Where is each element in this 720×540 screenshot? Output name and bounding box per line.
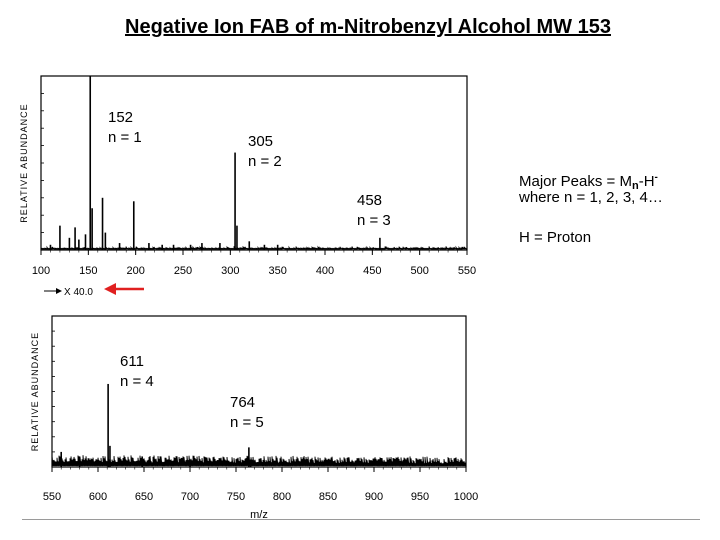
- plot-frame: [51, 315, 467, 468]
- page-title: Negative Ion FAB of m-Nitrobenzyl Alcoho…: [125, 16, 611, 38]
- x-tick-label: 100: [32, 265, 50, 277]
- x-tick-label: 450: [363, 265, 381, 277]
- x-tick-label: 800: [273, 491, 291, 503]
- x-tick-label: 400: [316, 265, 334, 277]
- spectrum-bottom: 550 600 650 700 750 800 850 900 950 1000 RELATIVE …: [30, 315, 478, 521]
- proton-note: H = Proton: [519, 229, 592, 246]
- x-tick-label: 250: [174, 265, 192, 277]
- peak-n-label-611: n = 4: [120, 373, 154, 390]
- major-peaks-mid: -H: [638, 173, 655, 190]
- x-tick-label: 1000: [454, 491, 478, 503]
- x-tick-label: 500: [410, 265, 428, 277]
- peak-n-label-152: n = 1: [108, 129, 142, 146]
- major-peaks-sup: -: [654, 172, 658, 183]
- scale-indicator: X 40.0: [44, 283, 144, 298]
- x-tick-label: 650: [135, 491, 153, 503]
- x-tick-label: 700: [181, 491, 199, 503]
- y-axis-label: RELATIVE ABUNDANCE: [30, 332, 40, 451]
- scale-arrow-head: [56, 288, 62, 294]
- x-axis-label: m/z: [250, 509, 268, 521]
- peak-n-label-458: n = 3: [357, 212, 391, 229]
- x-tick-label: 750: [227, 491, 245, 503]
- x-tick-label: 550: [458, 265, 476, 277]
- x-tick-label: 150: [79, 265, 97, 277]
- peak-n-label-764: n = 5: [230, 414, 264, 431]
- major-peaks-note: Major Peaks = Mn-H-: [519, 172, 658, 192]
- peak-label-152: 152: [108, 109, 133, 126]
- x-tick-label: 200: [126, 265, 144, 277]
- x-tick-label: 600: [89, 491, 107, 503]
- baseline-noise: [40, 245, 468, 251]
- x-tick-label: 550: [43, 491, 61, 503]
- y-axis-label: RELATIVE ABUNDANCE: [19, 103, 29, 222]
- x-tick-label: 300: [221, 265, 239, 277]
- footer-divider: [22, 519, 700, 520]
- x-tick-label: 900: [365, 491, 383, 503]
- where-note: where n = 1, 2, 3, 4…: [519, 189, 663, 206]
- peak-label-764: 764: [230, 394, 255, 411]
- red-arrow-head: [104, 283, 116, 295]
- x-tick-label: 850: [319, 491, 337, 503]
- major-peaks-prefix: Major Peaks = M: [519, 173, 632, 190]
- peak-label-611: 611: [120, 353, 144, 370]
- x-tick-label: 350: [268, 265, 286, 277]
- scale-note: X 40.0: [64, 287, 93, 298]
- x-tick-label: 950: [411, 491, 429, 503]
- baseline-noise: [51, 455, 467, 467]
- peak-label-305: 305: [248, 133, 273, 150]
- peak-label-458: 458: [357, 192, 382, 209]
- major-peaks-sub: n: [631, 180, 639, 192]
- peak-n-label-305: n = 2: [248, 153, 282, 170]
- spectrum-top: 100 150 200 250 300 350 400 450 500 550 RELATIVE A…: [19, 75, 476, 277]
